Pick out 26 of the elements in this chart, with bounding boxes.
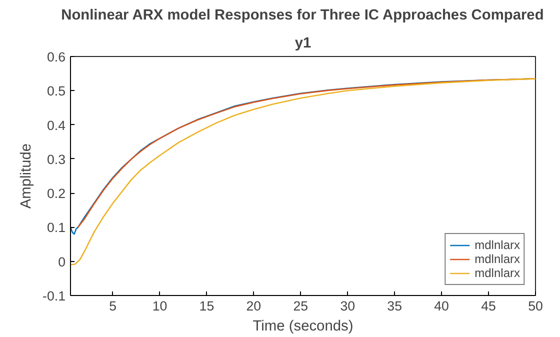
- y-tick-label: 0.2: [46, 186, 66, 202]
- y-tick-label: 0.1: [46, 220, 66, 236]
- line-series: [70, 78, 536, 266]
- legend-label: mdlnlarx: [474, 266, 520, 280]
- x-tick-label: 15: [199, 298, 214, 314]
- legend-label: mdlnlarx: [474, 238, 520, 252]
- y-tick-label: 0.5: [46, 84, 66, 99]
- y-tick-label: 0.6: [46, 50, 66, 64]
- chart-title: Nonlinear ARX model Responses for Three IC Approaches Compared: [61, 8, 544, 24]
- x-tick-label: 35: [387, 298, 402, 314]
- x-tick-label: 30: [340, 298, 356, 314]
- y-tick-label: 0.3: [46, 152, 66, 167]
- x-tick-label: 45: [481, 298, 496, 314]
- chart-subtitle: y1: [294, 36, 312, 52]
- x-tick-label: 10: [152, 298, 168, 314]
- y-axis-title: Amplitude: [18, 143, 35, 209]
- y-tick-label: 0: [58, 254, 66, 270]
- legend-label: mdlnlarx: [474, 252, 520, 266]
- x-tick-label: 25: [293, 298, 308, 314]
- x-tick-label: 20: [246, 298, 262, 314]
- y-tick-label: -0.1: [42, 288, 66, 304]
- x-tick-label: 50: [528, 298, 543, 314]
- x-tick-label: 5: [109, 298, 116, 314]
- y-tick-label: 0.4: [46, 118, 66, 133]
- x-axis-title: Time (seconds): [252, 318, 354, 334]
- x-tick-label: 40: [434, 298, 449, 314]
